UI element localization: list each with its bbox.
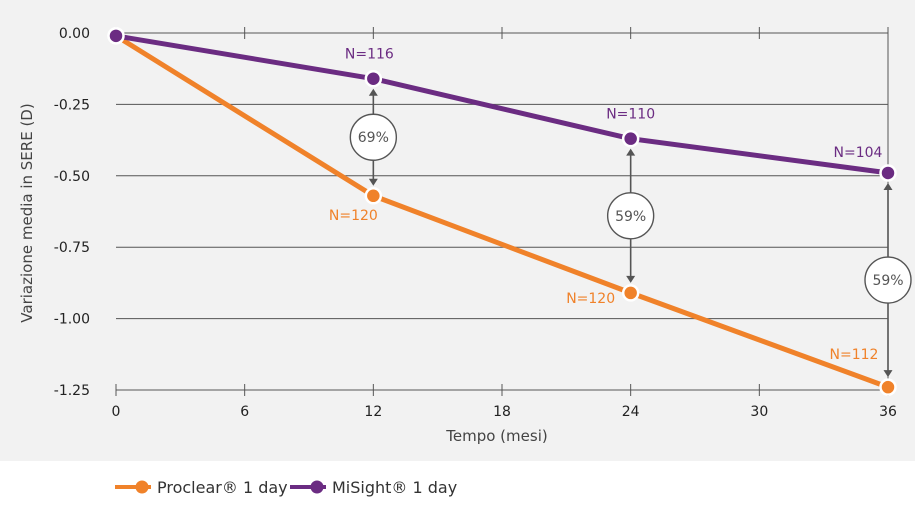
- n-label: N=120: [566, 291, 615, 307]
- n-label: N=104: [834, 145, 883, 161]
- percent-callout-circle: [606, 192, 655, 240]
- data-point: [364, 69, 383, 88]
- x-tick-label: 30: [750, 404, 768, 420]
- legend-label: MiSight® 1 day: [332, 478, 457, 497]
- arrow-layer: 69% 59% 59%: [349, 88, 912, 378]
- percent-callout-label: 59%: [872, 273, 903, 289]
- series-layer: [107, 27, 897, 396]
- y-axis-title: Variazione media in SERE (D): [18, 103, 36, 322]
- y-tick-label: -0.50: [54, 169, 90, 185]
- percent-callout-circle: [864, 256, 912, 304]
- arrow-head-up: [883, 182, 893, 190]
- arrow-head-down: [368, 178, 378, 186]
- arrow-head-down: [626, 275, 636, 283]
- legend: Proclear® 1 day MiSight® 1 day: [115, 478, 457, 497]
- series-line-misight: [115, 33, 889, 176]
- percent-callout-circle: [349, 113, 398, 161]
- n-label: N=116: [345, 47, 394, 63]
- percent-callout-label: 69%: [358, 130, 389, 146]
- x-tick-label: 6: [240, 404, 249, 420]
- y-tick-label: -0.75: [54, 240, 90, 256]
- plot-panel-background: [0, 0, 915, 461]
- x-tick-label: 12: [364, 404, 382, 420]
- arrow-head-up: [626, 148, 636, 156]
- arrow-head-up: [368, 88, 378, 96]
- data-point: [621, 284, 640, 302]
- data-point: [364, 187, 383, 205]
- x-tick-label: 18: [493, 404, 511, 420]
- y-tick-label: -0.25: [54, 97, 90, 113]
- x-tick-label: 0: [112, 404, 121, 420]
- data-point: [621, 129, 640, 148]
- n-label: N=110: [606, 107, 655, 123]
- percent-callout-label: 59%: [615, 209, 646, 225]
- n-label: N=112: [830, 347, 879, 363]
- arrow-head-down: [883, 370, 893, 378]
- y-tick-label: -1.25: [54, 383, 90, 399]
- legend-label: Proclear® 1 day: [157, 478, 288, 497]
- x-axis-title: Tempo (mesi): [445, 427, 547, 445]
- x-tick-label: 36: [879, 404, 897, 420]
- data-point: [879, 164, 897, 182]
- x-tick-label: 24: [622, 404, 640, 420]
- tick-layer: 0.00 -0.25 -0.50 -0.75 -1.00 -1.25 0 6 12 18 24 30 3…: [54, 26, 897, 420]
- legend-marker-swatch: [310, 480, 324, 494]
- y-tick-label: 0.00: [59, 26, 90, 42]
- grid-layer: [115, 27, 889, 396]
- n-label: N=120: [329, 208, 378, 224]
- data-point: [879, 378, 897, 396]
- data-point: [107, 27, 125, 45]
- label-layer: N=120 N=120 N=112 N=116 N=110 N=104: [329, 47, 883, 363]
- legend-marker-swatch: [135, 480, 149, 494]
- y-tick-label: -1.00: [54, 312, 90, 328]
- series-line-proclear: [114, 33, 889, 390]
